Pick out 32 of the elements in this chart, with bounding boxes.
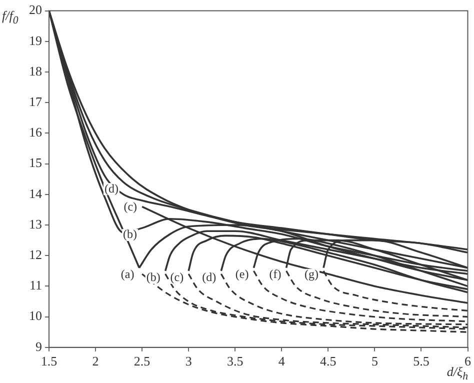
x-tick-label: 5 — [371, 354, 378, 369]
y-tick-label: 17 — [29, 94, 42, 110]
y-axis-title: f/f$_{0}$ — [2, 8, 18, 27]
y-tick-label: 14 — [29, 186, 42, 201]
x-tick-label: 3 — [185, 354, 192, 369]
y-tick-label: 18 — [29, 63, 42, 78]
y-tick-label: 10 — [29, 308, 42, 324]
annotation: (d) — [202, 270, 216, 284]
annotation: (g) — [304, 266, 319, 281]
y-tick-label: 11 — [29, 278, 42, 293]
annotation: (c) — [170, 270, 184, 284]
x-tick-label: 2.5 — [134, 354, 150, 369]
x-tick-label: 2 — [92, 354, 99, 369]
annotation: (c) — [124, 200, 138, 214]
x-tick-label: 1.5 — [40, 354, 58, 369]
annotation: (e) — [235, 266, 249, 281]
x-tick-label: 5.5 — [413, 354, 430, 369]
annotation: (b) — [146, 270, 160, 284]
annotation: (b) — [123, 227, 138, 242]
x-tick-label: 4.5 — [320, 354, 336, 369]
y-tick-label: 19 — [29, 32, 42, 48]
annotation: (f) — [269, 266, 282, 281]
y-tick-label: 12 — [29, 247, 42, 262]
x-tick-label: 4 — [278, 354, 286, 369]
y-tick-label: 16 — [29, 124, 42, 140]
y-tick-label: 13 — [29, 216, 42, 232]
annotation: (a) — [120, 266, 134, 281]
x-tick-label: 3.5 — [226, 354, 244, 369]
y-tick-label: 9 — [36, 338, 42, 354]
annotation: (d) — [104, 181, 118, 196]
y-tick-label: 20 — [29, 2, 42, 18]
y-tick-label: 15 — [29, 155, 42, 170]
